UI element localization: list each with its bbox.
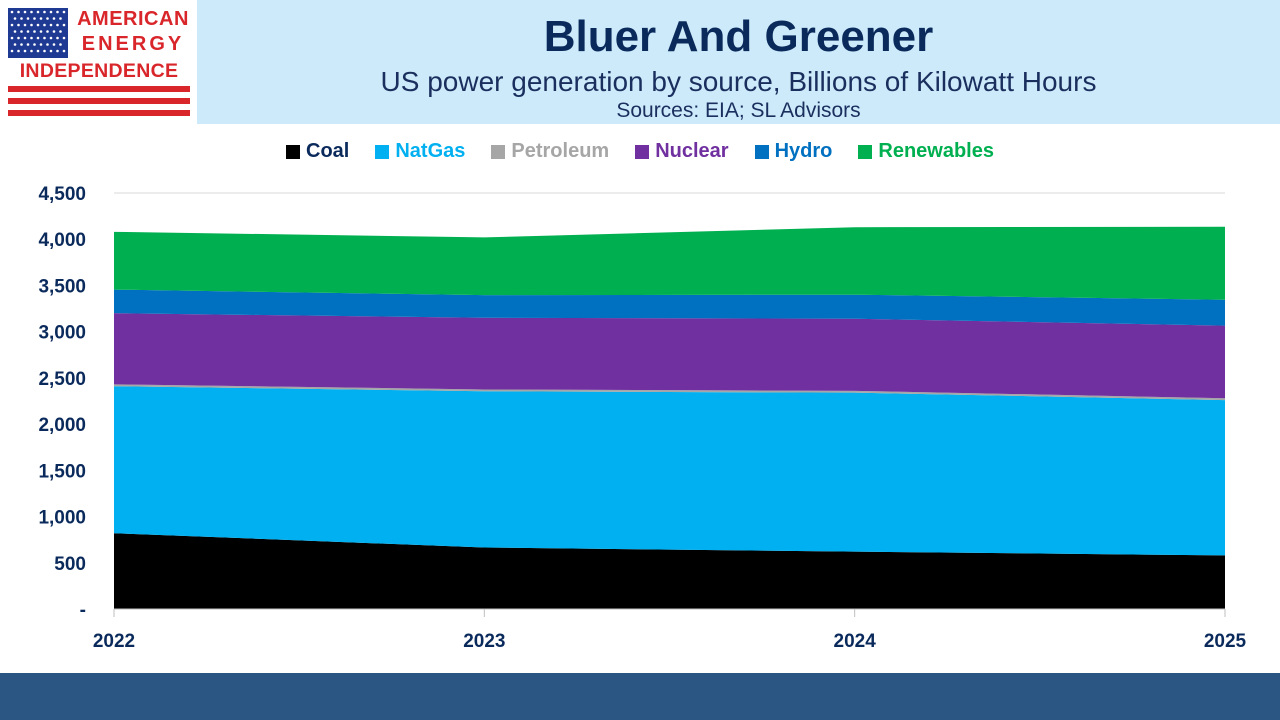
stacked-area-chart: - 500 1,000 1,500 2,000 2,500 3,000 3,500 4,000 4…	[38, 184, 1247, 652]
logo-text-independence: INDEPENDENCE	[19, 60, 179, 82]
logo-text-energy: ENERGY	[81, 33, 185, 55]
y-tick-label: 4,500	[38, 184, 86, 205]
x-axis-labels: 2022 2023 2024 2025	[93, 631, 1247, 652]
legend-item-petroleum: Petroleum	[491, 140, 609, 163]
y-tick-label: 3,500	[38, 276, 86, 297]
legend-item-coal: Coal	[286, 140, 349, 163]
header-band	[197, 0, 1280, 124]
area-renewables	[114, 226, 1225, 300]
y-tick-label: 1,000	[38, 508, 86, 529]
legend-swatch	[491, 144, 506, 159]
x-tick-label: 2023	[463, 631, 505, 652]
chart-subtitle: US power generation by source, Billions …	[380, 66, 1097, 97]
y-tick-label: -	[80, 600, 86, 621]
legend-swatch	[375, 144, 390, 159]
y-tick-label: 500	[54, 554, 86, 575]
x-tick-label: 2024	[834, 631, 877, 652]
legend-swatch	[754, 144, 769, 159]
legend-swatch	[635, 144, 650, 159]
legend-label: Coal	[306, 140, 350, 162]
legend-label: Hydro	[774, 140, 833, 162]
x-axis	[113, 608, 1226, 617]
area-series	[114, 226, 1225, 609]
y-tick-label: 1,500	[38, 461, 86, 482]
legend-label: Renewables	[878, 140, 994, 162]
legend-label: NatGas	[395, 140, 466, 162]
flag-logo-icon	[8, 8, 190, 116]
footer-bar	[0, 673, 1280, 720]
y-tick-label: 4,000	[38, 230, 86, 251]
legend-swatch	[286, 144, 301, 159]
legend-swatch	[858, 144, 873, 159]
area-hydro	[114, 289, 1225, 326]
area-nuclear	[114, 313, 1225, 399]
chart-title: Bluer And Greener	[543, 12, 934, 61]
area-coal	[114, 533, 1225, 609]
legend-item-hydro: Hydro	[754, 140, 833, 163]
american-energy-independence-logo: AMERICAN ENERGY INDEPENDENCE	[0, 0, 197, 124]
x-tick-label: 2025	[1204, 631, 1247, 652]
legend-label: Nuclear	[655, 140, 729, 162]
legend-item-natgas: NatGas	[375, 140, 465, 163]
legend-item-nuclear: Nuclear	[635, 140, 729, 163]
area-petroleum	[114, 384, 1225, 401]
y-tick-label: 2,500	[38, 369, 86, 390]
y-tick-label: 2,000	[38, 415, 86, 436]
legend-label: Petroleum	[511, 140, 610, 162]
logo-text-american: AMERICAN	[77, 8, 189, 30]
chart-sources: Sources: EIA; SL Advisors	[616, 99, 861, 122]
x-tick-label: 2022	[93, 631, 135, 652]
y-tick-label: 3,000	[38, 323, 86, 344]
y-axis-labels: - 500 1,000 1,500 2,000 2,500 3,000 3,500 4,000 4…	[38, 184, 86, 621]
legend-item-renewables: Renewables	[858, 140, 994, 163]
area-natgas	[114, 386, 1225, 556]
chart-legend: Coal NatGas Petroleum Nuclear Hydro Renewable…	[0, 140, 1280, 163]
